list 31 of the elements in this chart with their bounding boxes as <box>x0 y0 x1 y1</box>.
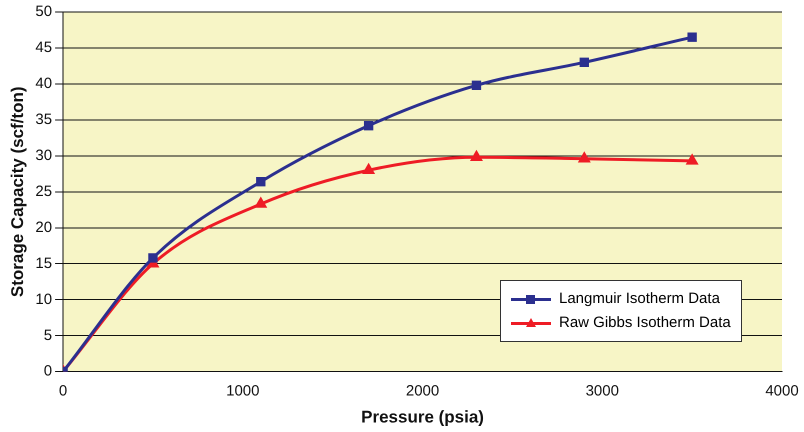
point <box>255 198 266 208</box>
point <box>471 151 482 162</box>
point <box>687 32 697 42</box>
point <box>686 154 698 165</box>
point <box>256 177 266 186</box>
x-tick-label: 1000 <box>226 382 260 400</box>
x-tick-label: 2000 <box>406 382 440 400</box>
y-axis-title: Storage Capacity (scf/ton) <box>8 86 27 298</box>
point <box>363 164 374 174</box>
y-tick-label: 10 <box>35 290 52 308</box>
y-tick-label: 50 <box>35 3 52 20</box>
y-tick-label: 5 <box>44 326 52 344</box>
x-tick-label: 0 <box>58 382 68 400</box>
x-tick-label: 4000 <box>765 382 799 400</box>
y-tick-label: 25 <box>35 182 52 200</box>
y-tick-label: 40 <box>35 75 52 92</box>
point <box>364 120 374 130</box>
y-tick-label: 45 <box>35 39 52 56</box>
y-tick-label: 15 <box>35 254 52 272</box>
y-tick-label: 30 <box>35 146 52 164</box>
point <box>148 253 158 263</box>
point <box>472 80 482 90</box>
point <box>578 152 590 162</box>
y-tick-label: 0 <box>44 362 52 380</box>
point <box>580 58 589 68</box>
legend-label: Raw Gibbs Isotherm Data <box>559 314 731 332</box>
y-tick-label: 35 <box>35 111 52 128</box>
x-tick-label: 3000 <box>586 382 619 400</box>
x-axis-title: Pressure (psia) <box>361 407 484 426</box>
legend-label: Langmuir Isotherm Data <box>559 290 720 308</box>
y-tick-label: 20 <box>35 218 52 236</box>
